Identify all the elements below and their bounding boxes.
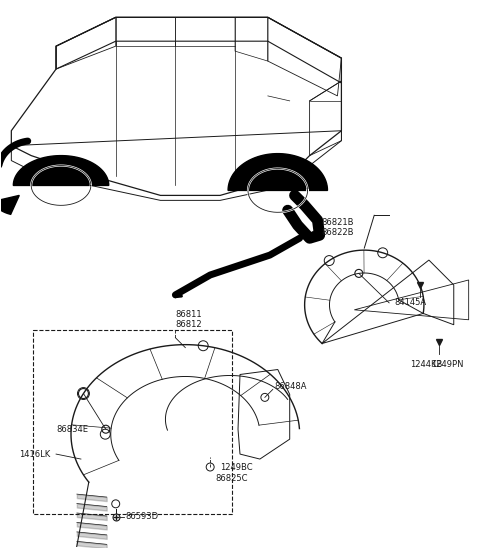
- Text: 86821B: 86821B: [322, 218, 354, 227]
- Text: 84145A: 84145A: [394, 298, 426, 307]
- Text: 1249BC: 1249BC: [220, 463, 253, 471]
- Text: 86834E: 86834E: [56, 425, 88, 433]
- Text: 86811: 86811: [175, 310, 202, 319]
- Text: 1249PN: 1249PN: [431, 360, 463, 369]
- Text: 86822B: 86822B: [322, 228, 354, 237]
- Text: 86593D: 86593D: [126, 512, 159, 521]
- Text: 86812: 86812: [175, 320, 202, 329]
- Polygon shape: [0, 196, 19, 214]
- Text: 1416LK: 1416LK: [19, 449, 50, 459]
- Text: 86848A: 86848A: [275, 382, 307, 391]
- Polygon shape: [13, 156, 109, 185]
- Text: 1244KB: 1244KB: [410, 360, 442, 369]
- Text: 86825C: 86825C: [215, 475, 248, 483]
- Polygon shape: [228, 153, 327, 190]
